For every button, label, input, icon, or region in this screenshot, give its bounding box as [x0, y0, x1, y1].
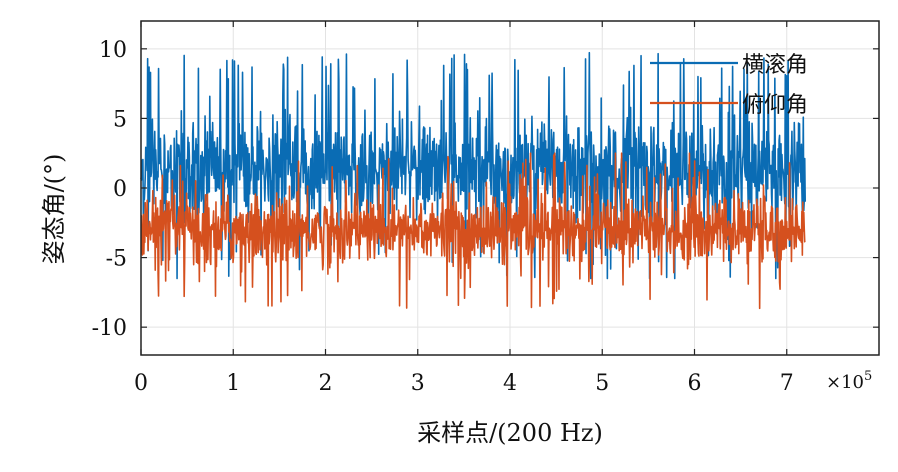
x-tick-label-6: 6 — [688, 371, 702, 396]
y-tick-label-4: -10 — [92, 316, 127, 341]
x-tick-label-2: 2 — [319, 371, 333, 396]
series-line-pitch — [140, 152, 806, 310]
x-axis-label: 采样点/(200 Hz) — [417, 419, 603, 447]
x-axis-exponent: ×105 — [826, 369, 872, 393]
x-tick-label-4: 4 — [503, 371, 517, 396]
series-layer — [140, 51, 806, 310]
x-tick-label-1: 1 — [226, 371, 240, 396]
x-tick-label-7: 7 — [780, 371, 794, 396]
x-tick-label-3: 3 — [411, 371, 425, 396]
axis-ticks: 0 1 2 3 4 5 6 7 10 5 0 -5 -10 — [92, 21, 879, 396]
y-tick-label-1: 5 — [113, 107, 127, 132]
legend-label-roll: 横滚角 — [742, 53, 808, 78]
x-tick-label-0: 0 — [134, 371, 148, 396]
y-tick-label-0: 10 — [99, 38, 127, 63]
legend: 横滚角 俯仰角 — [650, 53, 808, 118]
y-tick-label-2: 0 — [113, 177, 127, 202]
y-tick-label-3: -5 — [106, 247, 127, 272]
y-axis-label: 姿态角/(°) — [40, 154, 68, 265]
x-axis-exponent-power: 5 — [864, 369, 872, 384]
legend-label-pitch: 俯仰角 — [742, 93, 808, 118]
x-tick-label-5: 5 — [595, 371, 609, 396]
x-axis-exponent-base: ×10 — [826, 372, 864, 393]
